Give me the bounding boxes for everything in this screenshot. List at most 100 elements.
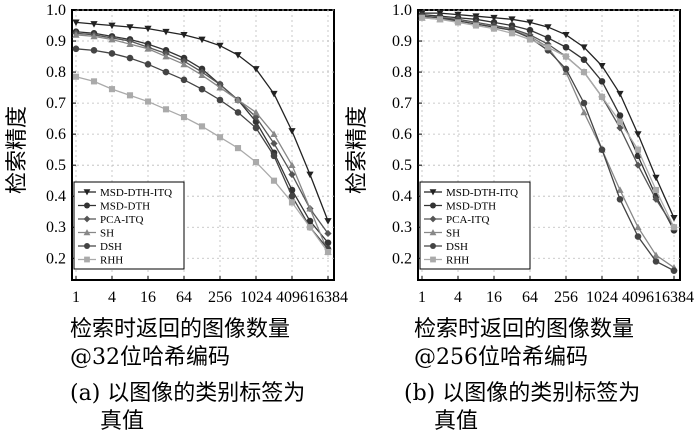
data-point [490, 14, 498, 22]
data-point [144, 25, 152, 33]
data-point [90, 32, 98, 40]
x-tick-labels-b: 1 4 16 64 256 1024 4096 16384 [418, 276, 694, 306]
data-point [270, 139, 278, 148]
legend-label: SH [446, 228, 460, 240]
chart-panel-a: 0.2 0.3 0.4 0.5 0.6 0.7 0.8 0.9 1.0 1 4 16 64 256 102… [5, 2, 348, 434]
data-point [234, 109, 242, 116]
data-point [306, 217, 314, 225]
legend-label: MSD-DTH [100, 201, 150, 213]
data-point [198, 123, 206, 130]
chart-panel-b: 0.2 0.3 0.4 0.5 0.6 0.7 0.8 0.9 1.0 1 4 16 64 256 102… [345, 2, 694, 434]
x-axis-label-a-line2: @32位哈希编码 [70, 345, 230, 370]
data-point [234, 145, 242, 152]
data-point [216, 83, 224, 91]
data-point [252, 159, 260, 166]
data-point [580, 44, 588, 51]
data-point [162, 52, 170, 60]
y-tick-label: 0.7 [392, 95, 412, 112]
x-tick-label: 1024 [240, 289, 272, 306]
data-point [306, 224, 314, 231]
legend-marker [429, 229, 437, 236]
data-point [162, 68, 170, 76]
y-axis-label-b: 检索精度 [345, 106, 370, 194]
x-tick-label: 256 [554, 289, 578, 306]
data-point [288, 128, 296, 135]
data-point [288, 170, 296, 179]
caption-b-line2: 真值 [434, 409, 478, 434]
y-tick-label: 0.8 [392, 64, 412, 81]
legend-marker [429, 189, 437, 196]
data-point [162, 28, 170, 36]
x-tick-label: 64 [522, 289, 538, 306]
legend-marker [83, 229, 91, 236]
data-point [670, 215, 678, 222]
data-point [252, 108, 260, 116]
data-point [598, 62, 606, 70]
caption-a-line1: (a) 以图像的类别标签为 [70, 381, 305, 406]
legend-marker [430, 243, 436, 249]
data-point [670, 224, 678, 231]
data-point [598, 93, 606, 100]
data-point [72, 19, 80, 27]
data-point [252, 66, 260, 73]
data-point [126, 40, 134, 48]
legend-box [419, 181, 531, 270]
data-point [544, 24, 552, 31]
x-axis-label-b-line1: 检索时返回的图像数量 [414, 317, 634, 342]
data-point [616, 118, 624, 125]
data-point [324, 229, 332, 238]
x-tick-label: 256 [208, 289, 232, 306]
x-tick-label: 1 [72, 289, 80, 306]
legend-label: MSD-DTH-ITQ [100, 187, 172, 199]
data-point [216, 42, 224, 50]
legend-marker [430, 256, 436, 263]
data-point [108, 35, 116, 43]
y-tick-label: 0.3 [392, 219, 412, 236]
legend-label: SH [100, 228, 114, 240]
series-group-b [418, 10, 678, 274]
x-tick-label: 16 [140, 289, 156, 306]
data-point [198, 85, 206, 93]
legend-label: PCA-ITQ [446, 214, 489, 226]
data-point [234, 96, 242, 103]
y-tick-label: 0.5 [392, 157, 412, 174]
data-point [270, 130, 278, 138]
data-point [526, 19, 534, 27]
data-point [144, 98, 152, 105]
legend-label: MSD-DTH-ITQ [446, 187, 518, 199]
data-point [90, 78, 98, 85]
x-axis-label-b-line2: @256位哈希编码 [414, 345, 588, 370]
data-point [108, 22, 116, 30]
data-point [288, 192, 296, 200]
data-point [580, 99, 588, 107]
y-tick-labels-a: 0.2 0.3 0.4 0.5 0.6 0.7 0.8 0.9 1.0 [46, 2, 76, 267]
data-point [580, 69, 588, 76]
caption-a-line2: 真值 [100, 409, 144, 434]
x-tick-label: 1 [418, 289, 426, 306]
data-point [652, 251, 660, 259]
data-point [544, 44, 552, 51]
data-point [324, 239, 332, 247]
data-point [634, 161, 642, 169]
data-point [306, 171, 314, 179]
data-point [598, 146, 606, 153]
data-point [198, 36, 206, 44]
data-point [306, 205, 314, 212]
data-point [90, 47, 98, 54]
data-point [126, 54, 134, 62]
y-tick-label: 0.3 [46, 219, 66, 236]
data-point [580, 108, 588, 116]
series-msd-dth-itq [72, 19, 332, 225]
data-point [180, 76, 188, 84]
x-tick-label: 64 [176, 289, 192, 306]
legend-marker [83, 189, 91, 196]
data-point [418, 14, 426, 21]
caption-b-line1: (b) 以图像的类别标签为 [404, 381, 640, 406]
data-point [472, 22, 480, 29]
legend-label: PCA-ITQ [100, 214, 143, 226]
series-rhh [72, 73, 332, 256]
data-point [108, 50, 116, 57]
y-tick-label: 0.7 [46, 95, 66, 112]
x-tick-label: 4096 [622, 289, 654, 306]
